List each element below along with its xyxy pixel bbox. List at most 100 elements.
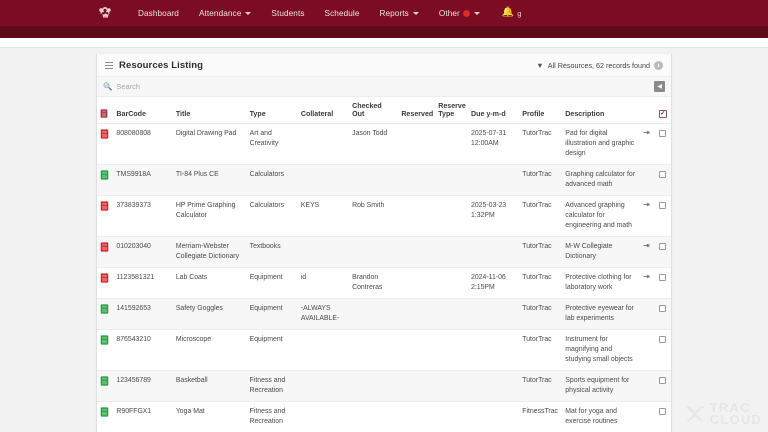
org-strip: Redrock University: [0, 13, 768, 48]
table-row[interactable]: 808080808 Digital Drawing Pad Art and Crea…: [97, 123, 671, 166]
check-in-arrow-icon[interactable]: ⇥: [642, 272, 650, 282]
col-header-profile[interactable]: Profile: [519, 97, 563, 125]
check-in-action-cell[interactable]: ⇥: [638, 123, 655, 166]
type-cell: Equipment: [246, 298, 298, 331]
trac-cloud-watermark: TRAC CLOUD: [684, 401, 762, 426]
collateral-cell: [297, 236, 350, 269]
profile-cell: TutorTrac: [519, 370, 563, 403]
due-date-cell: [468, 298, 520, 331]
table-row[interactable]: 373839373 HP Prime Graphing Calculator Cal…: [97, 195, 671, 238]
row-checkbox[interactable]: [659, 130, 667, 138]
title-cell: Merriam-Webster Collegiate Dictionary: [172, 236, 247, 269]
table-row[interactable]: 876543210 Microscope Equipment TutorTrac Ins…: [97, 329, 671, 372]
row-checkbox[interactable]: [659, 243, 667, 251]
row-select-cell[interactable]: [654, 370, 671, 403]
hamburger-menu-icon[interactable]: [105, 62, 113, 69]
collapse-left-icon[interactable]: ◀: [654, 81, 665, 92]
checked-out-cell: [349, 298, 399, 331]
col-header-collateral[interactable]: Collateral: [297, 97, 350, 125]
due-date-cell: 2024-11-06 2:15PM: [468, 267, 520, 300]
check-in-action-cell[interactable]: ⇥: [638, 267, 655, 300]
row-checkbox[interactable]: [659, 377, 667, 385]
chevron-down-icon: [245, 11, 252, 15]
type-cell: Equipment: [246, 267, 298, 300]
row-checkbox[interactable]: [659, 171, 667, 179]
reserve-type-cell: [435, 236, 468, 269]
col-header-reserved[interactable]: Reserved: [398, 97, 436, 125]
page-body: Resources Listing ▼ All Resources, 62 re…: [0, 48, 768, 432]
row-select-cell[interactable]: [654, 298, 671, 331]
nav-item-dashboard-label: Dashboard: [138, 8, 179, 18]
notification-bell-icon: 🔔: [501, 7, 515, 18]
nav-item-schedule[interactable]: Schedule: [315, 5, 370, 22]
due-date-cell: [468, 401, 520, 432]
profile-cell: TutorTrac: [519, 236, 563, 269]
row-checkbox[interactable]: [659, 274, 667, 282]
due-date-cell: [468, 236, 520, 269]
check-in-action-cell[interactable]: ⇥: [638, 236, 655, 269]
row-checkbox[interactable]: [659, 408, 667, 416]
nav-item-reports[interactable]: Reports: [369, 5, 428, 22]
select-all-checkbox[interactable]: ✓: [658, 110, 667, 119]
type-cell: Art and Creativity: [246, 123, 298, 166]
reserve-type-cell: [435, 370, 468, 403]
row-select-cell[interactable]: [654, 329, 671, 372]
col-header-barcode[interactable]: BarCode: [113, 97, 173, 125]
barcode-cell: 373839373: [113, 195, 173, 238]
collateral-cell: id: [297, 267, 350, 300]
table-row[interactable]: 141592653 Safety Goggles Equipment -ALWAYS …: [97, 298, 671, 331]
table-row[interactable]: R90FFGX1 Yoga Mat Fitness and Recreation Fi…: [97, 401, 671, 432]
chevron-down-icon: [473, 11, 480, 15]
resource-status-icon: [97, 329, 114, 372]
col-header-due[interactable]: Due y-m-d: [468, 97, 520, 125]
col-header-reserve-type[interactable]: Reserve Type: [435, 97, 468, 125]
check-in-arrow-icon[interactable]: ⇥: [642, 241, 650, 251]
col-header-title[interactable]: Title: [172, 97, 247, 125]
redrock-ram-logo-icon[interactable]: [96, 4, 114, 22]
row-select-cell[interactable]: [654, 195, 671, 238]
description-cell: Mat for yoga and exercise routines: [562, 401, 639, 432]
nav-item-other[interactable]: Other: [429, 5, 490, 22]
nav-item-schedule-label: Schedule: [324, 8, 360, 18]
row-select-cell[interactable]: [654, 401, 671, 432]
trac-cloud-logo-icon: [685, 406, 704, 422]
row-select-cell[interactable]: [654, 267, 671, 300]
profile-cell: FitnessTrac: [519, 401, 563, 432]
col-header-select-all: ✓: [654, 97, 671, 125]
notification-menu[interactable]: 🔔 g: [502, 8, 522, 18]
info-icon[interactable]: i: [654, 61, 663, 70]
due-date-cell: 2025-03-23 1:32PM: [468, 195, 520, 238]
row-checkbox[interactable]: [659, 202, 667, 210]
col-header-description[interactable]: Description: [562, 97, 639, 125]
col-header-checked-out[interactable]: Checked Out: [349, 97, 399, 125]
title-cell: Basketball: [172, 370, 247, 403]
table-row[interactable]: 123456789 Basketball Fitness and Recreatio…: [97, 370, 671, 403]
check-in-action-cell: [638, 164, 655, 197]
table-row[interactable]: 1123581321 Lab Coats Equipment id Brandon Co…: [97, 267, 671, 300]
card-header-right: ▼ All Resources, 62 records found i: [536, 61, 663, 70]
nav-item-other-label: Other: [438, 8, 460, 18]
check-in-arrow-icon[interactable]: ⇥: [642, 200, 650, 210]
nav-item-students-label: Students: [271, 8, 305, 18]
nav-item-attendance[interactable]: Attendance: [189, 5, 261, 22]
table-row[interactable]: TMS9918A TI-84 Plus CE Calculators TutorTra…: [97, 164, 671, 197]
nav-item-dashboard[interactable]: Dashboard: [128, 5, 189, 22]
row-select-cell[interactable]: [654, 164, 671, 197]
row-select-cell[interactable]: [654, 123, 671, 166]
reserve-type-cell: [435, 329, 468, 372]
reserved-cell: [398, 401, 436, 432]
col-header-type[interactable]: Type: [246, 97, 298, 125]
resource-status-icon: [97, 401, 114, 432]
filter-funnel-icon[interactable]: ▼: [536, 61, 544, 70]
row-checkbox[interactable]: [659, 336, 667, 344]
profile-cell: TutorTrac: [519, 267, 563, 300]
table-row[interactable]: 010203040 Merriam-Webster Collegiate Dict…: [97, 236, 671, 269]
nav-item-students[interactable]: Students: [261, 5, 314, 22]
search-input[interactable]: [116, 80, 654, 93]
title-cell: TI-84 Plus CE: [172, 164, 247, 197]
row-select-cell[interactable]: [654, 236, 671, 269]
check-in-arrow-icon[interactable]: ⇥: [642, 128, 650, 138]
resource-status-icon: [97, 195, 114, 238]
check-in-action-cell[interactable]: ⇥: [638, 195, 655, 238]
row-checkbox[interactable]: [659, 305, 667, 313]
